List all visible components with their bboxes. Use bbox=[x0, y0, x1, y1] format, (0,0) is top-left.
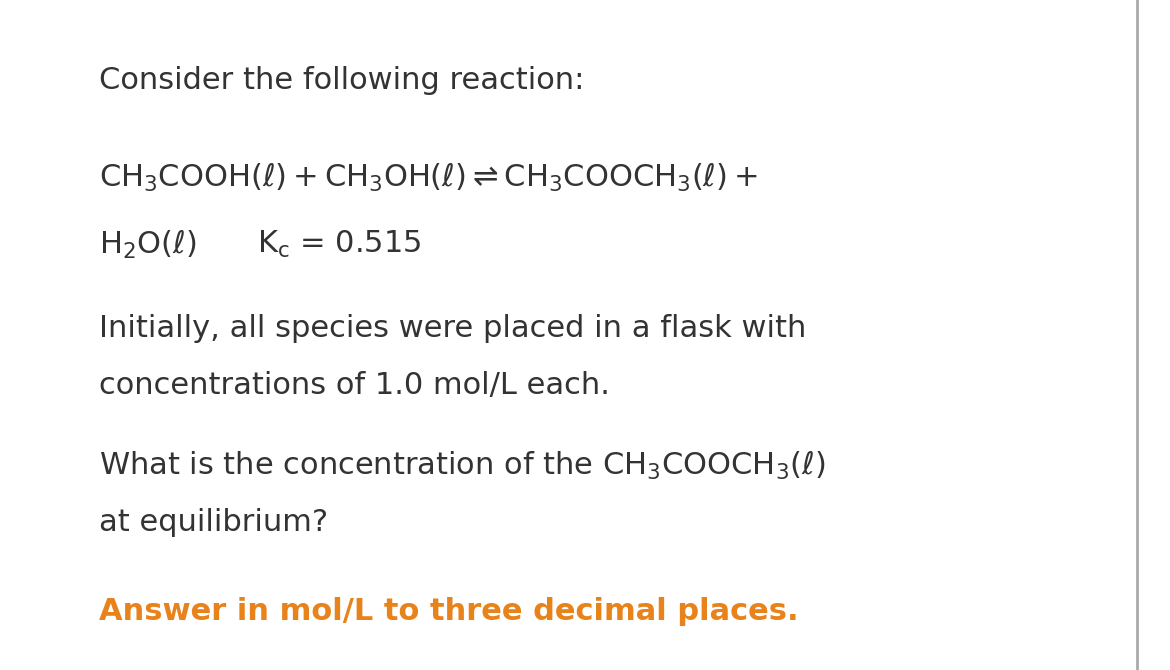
Text: concentrations of 1.0 mol/L each.: concentrations of 1.0 mol/L each. bbox=[99, 371, 611, 400]
Text: $\mathregular{CH_3COOH(\ell) + CH_3OH(\ell) \rightleftharpoons CH_3COOCH_3(\ell): $\mathregular{CH_3COOH(\ell) + CH_3OH(\e… bbox=[99, 161, 758, 194]
Text: What is the concentration of the $\mathregular{CH_3COOCH_3(\ell)}$: What is the concentration of the $\mathr… bbox=[99, 450, 826, 482]
Text: Answer in mol/L to three decimal places.: Answer in mol/L to three decimal places. bbox=[99, 596, 799, 626]
Text: at equilibrium?: at equilibrium? bbox=[99, 508, 329, 537]
Text: $\mathregular{K_c}$ = 0.515: $\mathregular{K_c}$ = 0.515 bbox=[257, 229, 422, 260]
Text: $\mathregular{H_2O(\ell)}$: $\mathregular{H_2O(\ell)}$ bbox=[99, 228, 197, 261]
Text: Initially, all species were placed in a flask with: Initially, all species were placed in a … bbox=[99, 314, 807, 343]
Text: Consider the following reaction:: Consider the following reaction: bbox=[99, 66, 585, 95]
